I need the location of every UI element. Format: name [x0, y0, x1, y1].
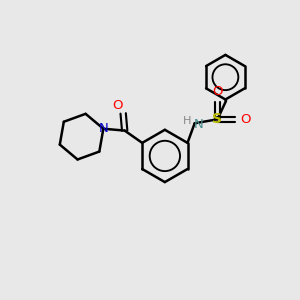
- Text: N: N: [193, 118, 203, 131]
- Text: H: H: [183, 116, 191, 126]
- Text: N: N: [99, 122, 109, 135]
- Text: O: O: [240, 113, 250, 126]
- Text: S: S: [212, 112, 223, 126]
- Text: O: O: [112, 99, 123, 112]
- Text: O: O: [212, 85, 223, 98]
